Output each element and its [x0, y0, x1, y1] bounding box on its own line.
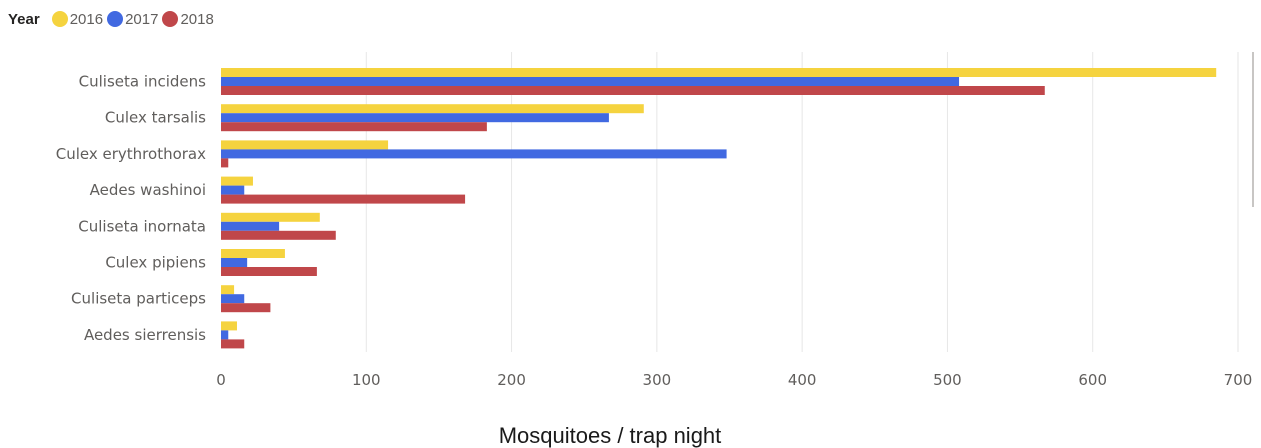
bar-2018[interactable] [221, 339, 245, 349]
x-tick-label-500: 500 [933, 371, 962, 389]
legend-item-2016[interactable]: 2016 [51, 10, 104, 28]
category-label: Culiseta inornata [78, 217, 206, 235]
bars [221, 68, 1217, 349]
x-tick-label-100: 100 [352, 371, 381, 389]
x-tick-labels: 0 100 200 300 400 500 600 700 [216, 371, 1252, 389]
legend-label-2016: 2016 [69, 10, 104, 28]
x-tick-label-200: 200 [497, 371, 526, 389]
bar-2018[interactable] [221, 158, 229, 168]
legend-swatch-2018 [162, 11, 179, 27]
x-tick-label-0: 0 [216, 371, 226, 389]
bar-2016[interactable] [221, 285, 235, 295]
bar-2017[interactable] [221, 258, 248, 267]
legend-title: Year [8, 10, 40, 28]
bar-2016[interactable] [221, 321, 237, 331]
bar-2018[interactable] [221, 303, 271, 313]
scrollbar[interactable] [1252, 52, 1254, 207]
category-label: Culiseta incidens [79, 73, 207, 91]
category-label: Culiseta particeps [71, 290, 206, 308]
category-labels: Culiseta incidens Culex tarsalis Culex ery… [56, 73, 206, 344]
chart-legend: Year 2016 2017 2018 [8, 8, 218, 30]
bar-2017[interactable] [221, 330, 229, 340]
x-tick-label-300: 300 [643, 371, 672, 389]
x-tick-label-700: 700 [1224, 371, 1253, 389]
category-label: Aedes washinoi [90, 181, 206, 199]
bar-2017[interactable] [221, 77, 960, 86]
legend-item-2018[interactable]: 2018 [162, 10, 214, 28]
legend-swatch-2017 [107, 11, 124, 27]
bar-2017[interactable] [221, 221, 280, 231]
bar-2016[interactable] [221, 68, 1217, 77]
bar-2016[interactable] [221, 104, 644, 114]
legend-label-2018: 2018 [180, 10, 214, 28]
bar-2018[interactable] [221, 230, 336, 240]
gridlines [365, 52, 1239, 352]
bar-2017[interactable] [221, 294, 245, 304]
legend-swatch-2016 [51, 11, 68, 27]
bar-2016[interactable] [221, 176, 253, 186]
bar-2016[interactable] [221, 249, 285, 258]
category-label: Culex erythrothorax [56, 145, 206, 163]
bar-2017[interactable] [221, 113, 609, 123]
category-label: Aedes sierrensis [84, 326, 206, 344]
x-tick-label-400: 400 [788, 371, 817, 389]
bar-2016[interactable] [221, 140, 389, 150]
x-tick-label-600: 600 [1078, 371, 1107, 389]
bar-2016[interactable] [221, 212, 320, 222]
category-label: Culex tarsalis [105, 109, 206, 127]
bar-2018[interactable] [221, 86, 1045, 95]
bar-2017[interactable] [221, 149, 727, 159]
legend-item-2017[interactable]: 2017 [107, 11, 158, 28]
bar-2018[interactable] [221, 122, 487, 132]
bar-2018[interactable] [221, 194, 466, 204]
category-label: Culex pipiens [105, 254, 206, 272]
x-axis-title: Mosquitoes / trap night [499, 423, 722, 448]
bar-2017[interactable] [221, 185, 245, 195]
bar-2018[interactable] [221, 267, 317, 276]
legend-label-2017: 2017 [125, 10, 159, 28]
